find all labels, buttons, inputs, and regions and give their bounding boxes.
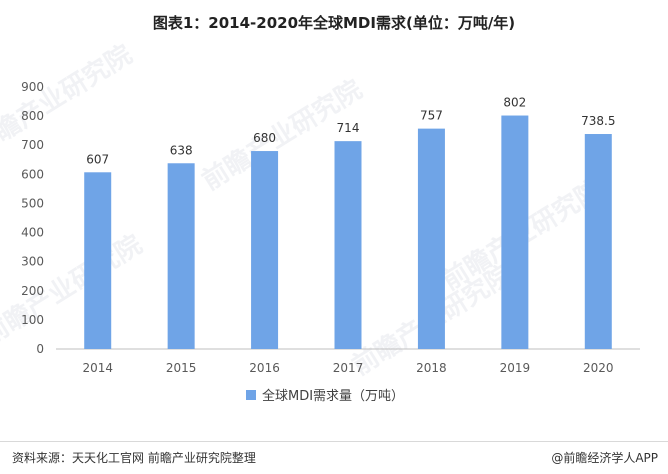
data-label-2017: 714	[337, 121, 360, 135]
bar-2018	[417, 128, 445, 349]
source-note: 资料来源：天天化工官网 前瞻产业研究院整理	[12, 451, 256, 465]
data-label-2016: 680	[253, 131, 276, 145]
brand-label: @前瞻经济学人APP	[551, 451, 658, 465]
y-tick-label: 100	[21, 313, 44, 327]
footer: 资料来源：天天化工官网 前瞻产业研究院整理 @前瞻经济学人APP	[0, 441, 668, 474]
x-tick-label-2017: 2017	[333, 361, 364, 375]
data-label-2014: 607	[86, 152, 109, 166]
bar-2015	[167, 163, 195, 349]
x-tick-label-2019: 2019	[500, 361, 531, 375]
data-label-2020: 738.5	[581, 114, 615, 128]
y-tick-label: 400	[21, 226, 44, 240]
y-tick-label: 900	[21, 80, 44, 94]
x-tick-label-2014: 2014	[82, 361, 113, 375]
y-tick-label: 0	[36, 342, 44, 356]
data-label-2019: 802	[503, 96, 526, 110]
x-tick-label-2020: 2020	[583, 361, 614, 375]
legend-label: 全球MDI需求量（万吨）	[262, 388, 404, 404]
bar-2016	[251, 151, 279, 349]
y-tick-label: 600	[21, 167, 44, 181]
x-tick-label-2016: 2016	[249, 361, 280, 375]
chart-title: 图表1：2014-2020年全球MDI需求(单位：万吨/年)	[152, 14, 516, 32]
x-tick-label-2015: 2015	[166, 361, 197, 375]
bar-2017	[334, 141, 362, 349]
data-label-2018: 757	[420, 109, 443, 123]
y-tick-label: 800	[21, 109, 44, 123]
y-tick-label: 300	[21, 255, 44, 269]
data-label-2015: 638	[170, 143, 193, 157]
bar-2014	[84, 172, 112, 349]
y-tick-label: 500	[21, 196, 44, 210]
y-tick-label: 700	[21, 138, 44, 152]
legend-swatch	[246, 390, 256, 400]
bar-2019	[501, 115, 529, 349]
x-tick-label-2018: 2018	[416, 361, 447, 375]
y-tick-label: 200	[21, 284, 44, 298]
bar-2020	[584, 134, 612, 349]
